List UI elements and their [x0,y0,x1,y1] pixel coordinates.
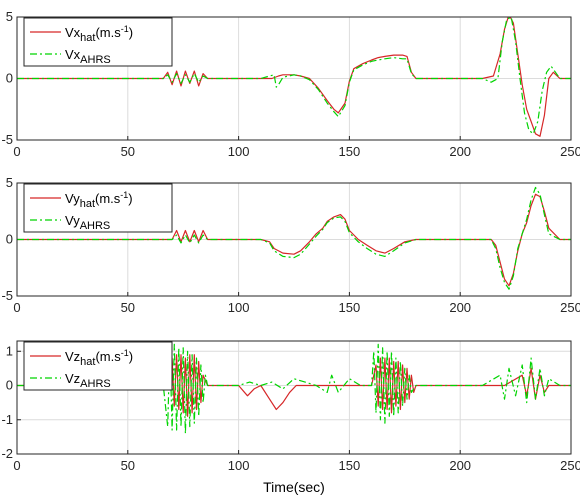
legend-box [23,341,173,391]
legend-entry: VzAHRS [65,371,111,390]
x-tick-label: 50 [121,458,135,473]
y-tick-label: 5 [6,9,13,24]
legend-main: Vz [65,371,80,386]
legend-entry: Vzhat(m.s-1) [65,348,133,368]
legend-main: Vy [65,213,80,228]
x-tick-label: 0 [13,458,20,473]
legend: Vyhat(m.s-1)VyAHRS [23,183,173,233]
x-tick-label: 100 [228,144,250,159]
x-tick-label: 200 [449,144,471,159]
x-tick-label: 250 [560,144,580,159]
y-tick-label: -2 [1,446,13,461]
x-tick-label: 50 [121,144,135,159]
x-tick-label: 150 [339,300,361,315]
legend-superscript: -1 [120,190,128,200]
x-tick-label: 150 [339,144,361,159]
legend-unit: (m.s [95,349,121,364]
x-tick-label: 200 [449,458,471,473]
x-tick-label: 0 [13,144,20,159]
legend-unit-close: ) [128,191,132,206]
legend-unit: (m.s [95,25,121,40]
legend-subscript: hat [80,32,95,44]
legend-superscript: -1 [121,24,129,34]
x-tick-label: 250 [560,300,580,315]
axes-frame [16,182,572,297]
y-tick-label: -1 [1,412,13,427]
legend-subscript: AHRS [80,378,111,390]
legend: Vzhat(m.s-1)VzAHRS [23,341,173,391]
x-tick-label: 50 [121,300,135,315]
legend-unit: (m.s [95,191,121,206]
y-tick-label: 0 [6,232,13,247]
legend-entry: VxAHRS [65,47,111,66]
legend-subscript: AHRS [80,54,111,66]
series-line-2 [17,343,571,435]
x-tick-label: 250 [560,458,580,473]
legend-entry: Vyhat(m.s-1) [65,190,133,210]
x-tick-label: 150 [339,458,361,473]
y-tick-label: -5 [1,132,13,147]
legend-main: Vx [65,47,81,62]
x-tick-label: 100 [228,300,250,315]
legend-entry: Vxhat(m.s-1) [65,24,133,44]
legend-subscript: AHRS [80,220,111,232]
legend: Vxhat(m.s-1)VxAHRS [23,17,173,67]
legend-main: Vz [65,349,80,364]
legend-main: Vy [65,191,80,206]
legend-entry: VyAHRS [65,213,110,232]
x-tick-label: 100 [228,458,250,473]
legend-box [23,183,173,233]
x-tick-label: 200 [449,300,471,315]
legend-unit-close: ) [129,25,133,40]
axes-frame [16,16,572,141]
y-tick-label: 0 [6,378,13,393]
x-tick-label: 0 [13,300,20,315]
legend-main: Vx [65,25,81,40]
series-line-2 [17,186,571,290]
legend-unit-close: ) [129,349,133,364]
legend-superscript: -1 [121,348,129,358]
y-tick-label: 5 [6,175,13,190]
legend-subscript: hat [80,198,95,210]
x-axis-label: Time(sec) [263,479,325,495]
subplot-3: 0 50 100 150 200 250-2-101 Vzhat(m.s-1)VzAHRST… [1,340,580,495]
legend-box [23,17,173,67]
axes-frame [16,340,572,455]
legend-subscript: hat [80,356,95,368]
y-tick-label: 0 [6,71,13,86]
series-line-2 [17,17,571,135]
y-tick-label: 1 [6,343,13,358]
y-tick-label: -5 [1,288,13,303]
